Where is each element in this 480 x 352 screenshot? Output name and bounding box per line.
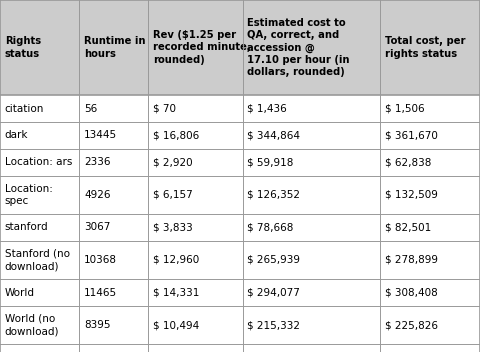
Text: $ 215,332: $ 215,332 <box>247 320 300 330</box>
Text: $ 2,920: $ 2,920 <box>153 157 192 168</box>
Bar <box>0 214 480 241</box>
Text: $ 3,833: $ 3,833 <box>153 222 192 233</box>
Text: Rev ($1.25 per
recorded minute,
rounded): Rev ($1.25 per recorded minute, rounded) <box>153 30 251 65</box>
Text: 13445: 13445 <box>84 131 117 140</box>
Text: $ 59,918: $ 59,918 <box>247 157 294 168</box>
Text: 10368: 10368 <box>84 255 117 265</box>
Text: 3067: 3067 <box>84 222 110 233</box>
Bar <box>0 176 480 214</box>
Text: $ 1,436: $ 1,436 <box>247 103 287 113</box>
Text: $ 12,960: $ 12,960 <box>153 255 199 265</box>
Text: $ 225,826: $ 225,826 <box>385 320 438 330</box>
Text: Location: ars: Location: ars <box>5 157 72 168</box>
Text: $ 308,408: $ 308,408 <box>385 288 438 297</box>
Text: $ 265,939: $ 265,939 <box>247 255 300 265</box>
Text: 56: 56 <box>84 103 97 113</box>
Text: World: World <box>5 288 35 297</box>
Text: 4926: 4926 <box>84 190 110 200</box>
Bar <box>0 0 480 95</box>
Text: $ 6,157: $ 6,157 <box>153 190 192 200</box>
Text: $ 62,838: $ 62,838 <box>385 157 432 168</box>
Text: $ 70: $ 70 <box>153 103 176 113</box>
Text: 11465: 11465 <box>84 288 117 297</box>
Text: citation: citation <box>5 103 44 113</box>
Text: $ 361,670: $ 361,670 <box>385 131 438 140</box>
Text: Runtime in
hours: Runtime in hours <box>84 36 145 59</box>
Text: $ 10,494: $ 10,494 <box>153 320 199 330</box>
Text: Total cost, per
rights status: Total cost, per rights status <box>385 36 466 59</box>
Text: $ 278,899: $ 278,899 <box>385 255 438 265</box>
Text: Rights
status: Rights status <box>5 36 41 59</box>
Text: Estimated cost to
QA, correct, and
accession @
17.10 per hour (in
dollars, round: Estimated cost to QA, correct, and acces… <box>247 18 350 77</box>
Text: Stanford (no
download): Stanford (no download) <box>5 249 70 271</box>
Text: 8395: 8395 <box>84 320 110 330</box>
Text: $ 82,501: $ 82,501 <box>385 222 432 233</box>
Text: $ 344,864: $ 344,864 <box>247 131 300 140</box>
Text: $ 14,331: $ 14,331 <box>153 288 199 297</box>
Bar <box>0 149 480 176</box>
Text: $ 126,352: $ 126,352 <box>247 190 300 200</box>
Bar <box>0 95 480 122</box>
Text: $ 16,806: $ 16,806 <box>153 131 199 140</box>
Text: Location:
spec: Location: spec <box>5 184 53 206</box>
Bar <box>0 122 480 149</box>
Text: dark: dark <box>5 131 28 140</box>
Bar <box>0 241 480 279</box>
Text: $ 1,506: $ 1,506 <box>385 103 425 113</box>
Bar <box>0 344 480 352</box>
Text: $ 78,668: $ 78,668 <box>247 222 294 233</box>
Text: $ 294,077: $ 294,077 <box>247 288 300 297</box>
Text: stanford: stanford <box>5 222 48 233</box>
Text: 2336: 2336 <box>84 157 110 168</box>
Text: $ 132,509: $ 132,509 <box>385 190 438 200</box>
Bar <box>0 306 480 344</box>
Text: World (no
download): World (no download) <box>5 314 60 336</box>
Bar <box>0 279 480 306</box>
